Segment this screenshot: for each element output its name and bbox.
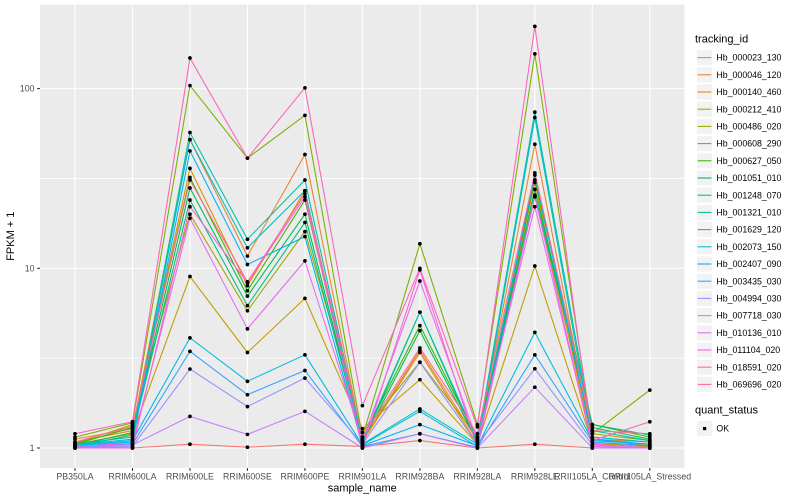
svg-text:RRII105LA_Control: RRII105LA_Control xyxy=(554,472,630,482)
svg-text:Hb_001321_010: Hb_001321_010 xyxy=(716,208,781,218)
svg-text:RRIM600SE: RRIM600SE xyxy=(223,472,272,482)
svg-text:RRIM928BA: RRIM928BA xyxy=(395,472,444,482)
svg-text:RRIM928LE: RRIM928LE xyxy=(511,472,559,482)
svg-text:100: 100 xyxy=(20,84,35,94)
svg-text:RRIM600LA: RRIM600LA xyxy=(109,472,157,482)
svg-text:Hb_002407_090: Hb_002407_090 xyxy=(716,259,781,269)
svg-text:OK: OK xyxy=(716,424,729,434)
svg-text:Hb_003435_030: Hb_003435_030 xyxy=(716,276,781,286)
svg-text:PB350LA: PB350LA xyxy=(56,472,93,482)
svg-text:Hb_000140_460: Hb_000140_460 xyxy=(716,87,781,97)
svg-text:Hb_001629_120: Hb_001629_120 xyxy=(716,225,781,235)
svg-text:FPKM + 1: FPKM + 1 xyxy=(5,212,17,261)
svg-text:Hb_001051_010: Hb_001051_010 xyxy=(716,173,781,183)
svg-text:sample_name: sample_name xyxy=(328,483,397,495)
svg-text:Hb_000212_410: Hb_000212_410 xyxy=(716,104,781,114)
svg-text:Hb_004994_030: Hb_004994_030 xyxy=(716,294,781,304)
svg-text:RRIM901LA: RRIM901LA xyxy=(338,472,386,482)
svg-text:Hb_000608_290: Hb_000608_290 xyxy=(716,139,781,149)
svg-text:Hb_000486_020: Hb_000486_020 xyxy=(716,122,781,132)
svg-text:RRII105LA_Stressed: RRII105LA_Stressed xyxy=(608,472,691,482)
svg-text:1: 1 xyxy=(30,443,35,453)
svg-text:10: 10 xyxy=(25,263,35,273)
svg-text:RRIM600PE: RRIM600PE xyxy=(280,472,329,482)
svg-text:Hb_010136_010: Hb_010136_010 xyxy=(716,328,781,338)
svg-text:Hb_002073_150: Hb_002073_150 xyxy=(716,242,781,252)
svg-text:Hb_069696_020: Hb_069696_020 xyxy=(716,380,781,390)
svg-text:Hb_000627_050: Hb_000627_050 xyxy=(716,156,781,166)
svg-text:Hb_001248_070: Hb_001248_070 xyxy=(716,190,781,200)
svg-text:Hb_011104_020: Hb_011104_020 xyxy=(716,345,780,355)
svg-text:Hb_000046_120: Hb_000046_120 xyxy=(716,70,781,80)
svg-text:RRIM600LE: RRIM600LE xyxy=(166,472,214,482)
svg-text:Hb_018591_020: Hb_018591_020 xyxy=(716,362,781,372)
svg-text:RRIM928LA: RRIM928LA xyxy=(453,472,501,482)
svg-text:quant_status: quant_status xyxy=(695,405,758,417)
svg-text:Hb_007718_030: Hb_007718_030 xyxy=(716,311,781,321)
svg-text:tracking_id: tracking_id xyxy=(695,34,748,46)
svg-text:Hb_000023_130: Hb_000023_130 xyxy=(716,53,781,63)
